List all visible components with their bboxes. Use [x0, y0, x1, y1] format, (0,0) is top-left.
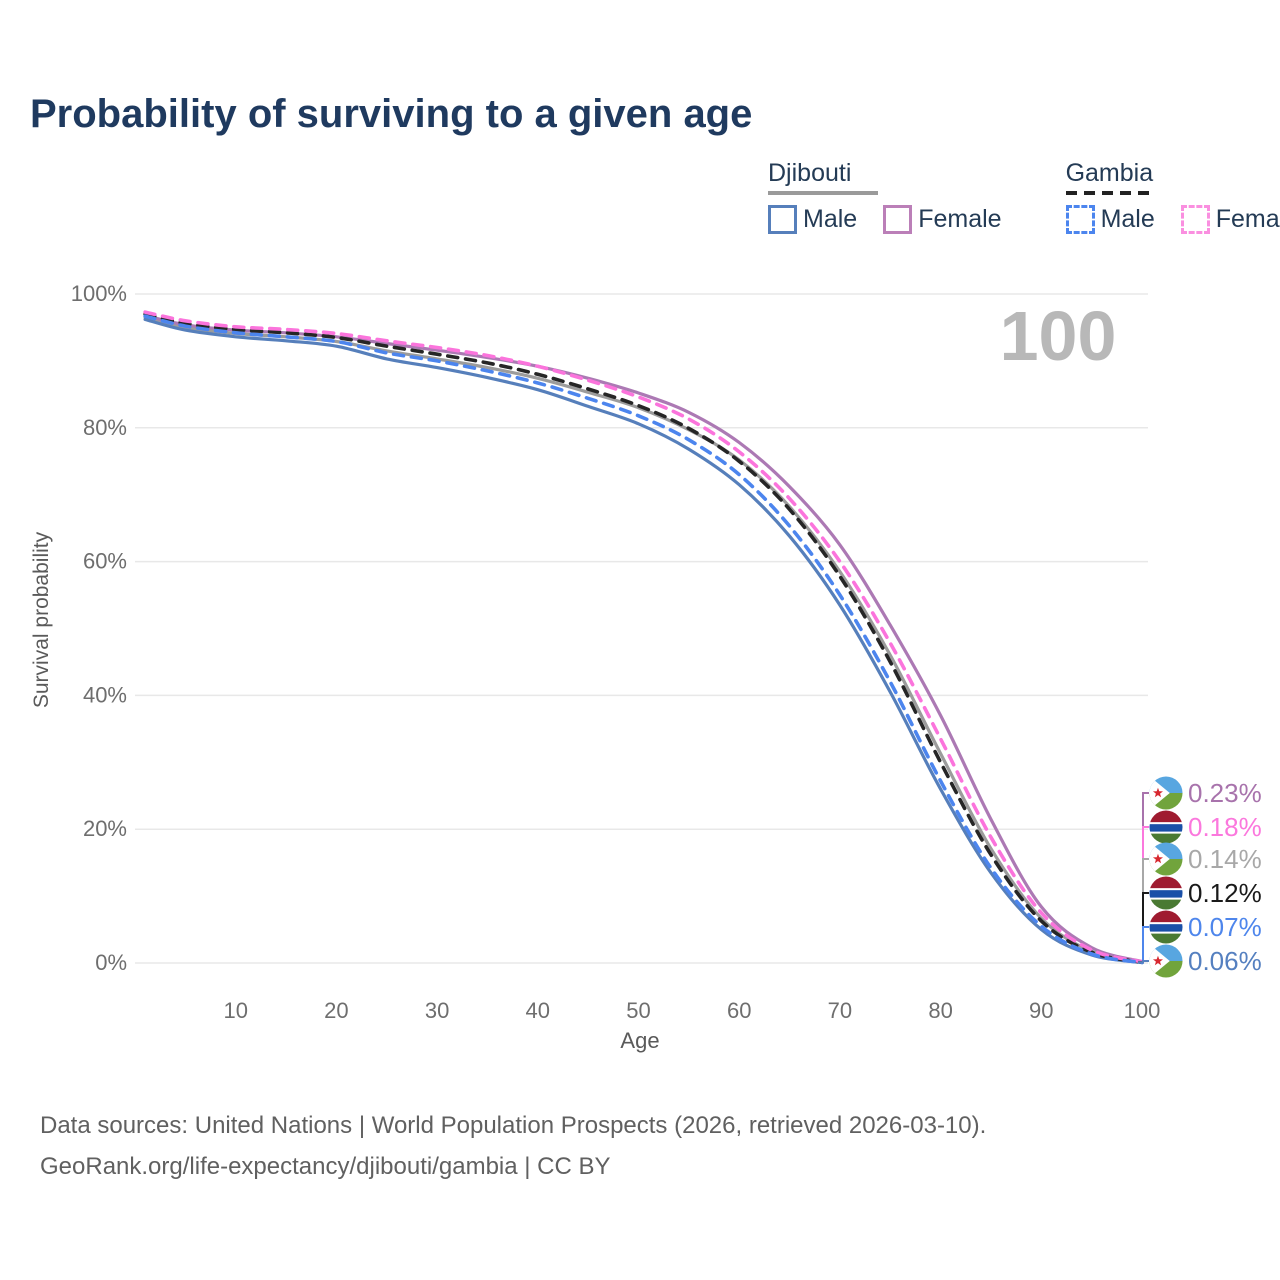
djibouti-flag-icon: [1149, 776, 1183, 810]
end-label-row-djibouti_female: 0.23%: [1149, 776, 1262, 810]
x-tick-label: 10: [223, 998, 247, 1023]
source-line-1: Data sources: United Nations | World Pop…: [40, 1112, 987, 1139]
series-line-djibouti_female: [143, 313, 1144, 964]
x-tick-label: 60: [727, 998, 751, 1023]
legend-item-djibouti-male[interactable]: Male: [768, 204, 858, 234]
legend-country-text: Gambia: [1065, 159, 1154, 187]
x-tick-label: 20: [324, 998, 348, 1023]
legend-item-gambia-male[interactable]: Male: [1065, 204, 1155, 234]
end-label-value: 0.06%: [1188, 945, 1262, 976]
legend-swatch-icon: [1180, 204, 1210, 234]
djibouti-flag-icon: [1149, 842, 1183, 876]
legend-country-label: Gambia: [1065, 159, 1280, 195]
age-watermark: 100: [1000, 297, 1117, 375]
gambia-flag-icon: [1149, 910, 1183, 944]
legend-country-label: Djibouti: [768, 159, 1002, 195]
x-tick-label: 90: [1029, 998, 1053, 1023]
legend-item-gambia-female[interactable]: Female: [1180, 204, 1280, 234]
x-tick-label: 40: [526, 998, 550, 1023]
end-label-row-gambia_male: 0.07%: [1149, 910, 1262, 944]
source-note: Data sources: United Nations | World Pop…: [40, 1106, 986, 1188]
x-axis-title: Age: [620, 1028, 659, 1053]
end-label-value: 0.12%: [1188, 877, 1262, 908]
y-axis-title: Survival probability: [30, 531, 53, 708]
x-tick-label: 80: [928, 998, 952, 1023]
end-connector-djibouti_male: [1138, 960, 1149, 964]
series-line-gambia_both: [143, 312, 1144, 964]
legend-dashed-underline: [1065, 190, 1152, 195]
y-tick-label: 0%: [95, 950, 127, 975]
legend-swatch-icon: [768, 204, 797, 234]
y-tick-label: 20%: [83, 816, 127, 841]
end-label-row-djibouti_both: 0.14%: [1149, 842, 1262, 876]
legend-swatch-icon: [883, 204, 913, 234]
djibouti-flag-icon: [1149, 944, 1183, 978]
gambia-flag-icon: [1149, 876, 1183, 910]
legend-group-gambia: Gambia Male Female: [1065, 159, 1280, 234]
end-label-value: 0.18%: [1188, 811, 1262, 842]
source-line-2: GeoRank.org/life-expectancy/djibouti/gam…: [40, 1152, 611, 1180]
legend-solid-underline: [768, 190, 878, 195]
x-tick-label: 70: [828, 998, 852, 1023]
legend-group-djibouti: Djibouti Male Female: [768, 159, 1002, 234]
series-line-djibouti_male: [143, 317, 1144, 965]
y-tick-label: 40%: [83, 682, 127, 707]
series-line-gambia_female: [143, 310, 1144, 964]
x-tick-label: 100: [1124, 998, 1161, 1023]
end-label-row-djibouti_male: 0.06%: [1149, 944, 1262, 978]
page-title: Probability of surviving to a given age: [30, 92, 753, 136]
y-tick-label: 100%: [71, 281, 127, 306]
legend-item-djibouti-female[interactable]: Female: [883, 204, 1002, 234]
end-label-value: 0.07%: [1188, 911, 1262, 942]
end-label-value: 0.23%: [1188, 777, 1262, 808]
legend-item-label: Female: [1215, 204, 1280, 233]
legend-item-label: Male: [803, 204, 858, 233]
legend: Djibouti Male Female Gambia Male Female: [768, 159, 1280, 234]
end-label-value: 0.14%: [1188, 843, 1262, 874]
x-tick-label: 30: [425, 998, 449, 1023]
legend-country-text: Djibouti: [768, 159, 852, 187]
y-tick-label: 60%: [83, 549, 127, 574]
end-connector-gambia_male: [1138, 926, 1149, 964]
gambia-flag-icon: [1149, 810, 1183, 844]
series-line-djibouti_both: [143, 315, 1144, 964]
y-tick-label: 80%: [83, 415, 127, 440]
end-label-row-gambia_female: 0.18%: [1149, 810, 1262, 844]
x-tick-label: 50: [626, 998, 650, 1023]
legend-item-label: Male: [1100, 204, 1155, 233]
end-label-row-gambia_both: 0.12%: [1149, 876, 1262, 910]
legend-swatch-icon: [1065, 204, 1095, 234]
legend-item-label: Female: [918, 204, 1002, 233]
series-line-gambia_male: [143, 314, 1144, 965]
